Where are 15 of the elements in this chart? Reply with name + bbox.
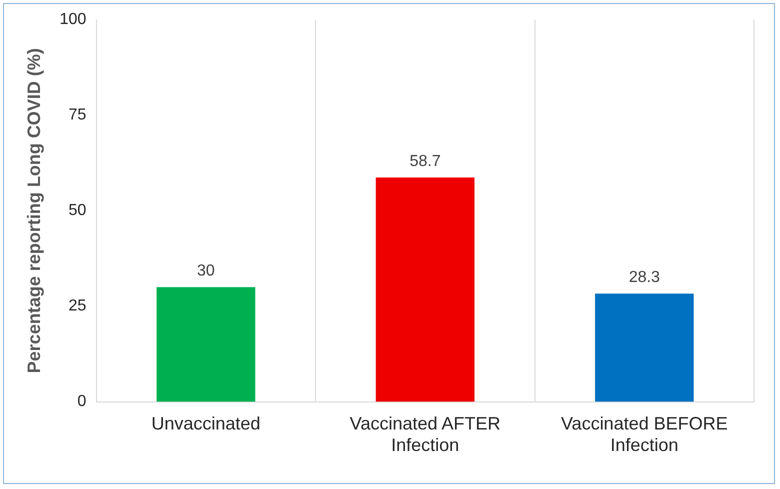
bar — [595, 294, 694, 402]
x-tick-label: Vaccinated AFTER Infection — [350, 414, 501, 456]
data-label: 58.7 — [410, 152, 441, 170]
bar — [156, 287, 256, 402]
x-tick-label: Vaccinated BEFORE Infection — [561, 414, 728, 456]
data-label: 30 — [197, 262, 215, 280]
data-label: 28.3 — [628, 269, 660, 286]
y-tick-label: 0 — [77, 393, 86, 410]
bar — [376, 177, 474, 402]
y-tick-label: 50 — [68, 202, 86, 220]
y-tick-label: 100 — [60, 11, 86, 28]
y-axis-title: Percentage reporting Long COVID (%) — [24, 48, 44, 374]
x-tick-label: Unvaccinated — [151, 414, 260, 434]
y-tick-label: 75 — [68, 106, 86, 124]
y-tick-label: 25 — [68, 298, 86, 315]
